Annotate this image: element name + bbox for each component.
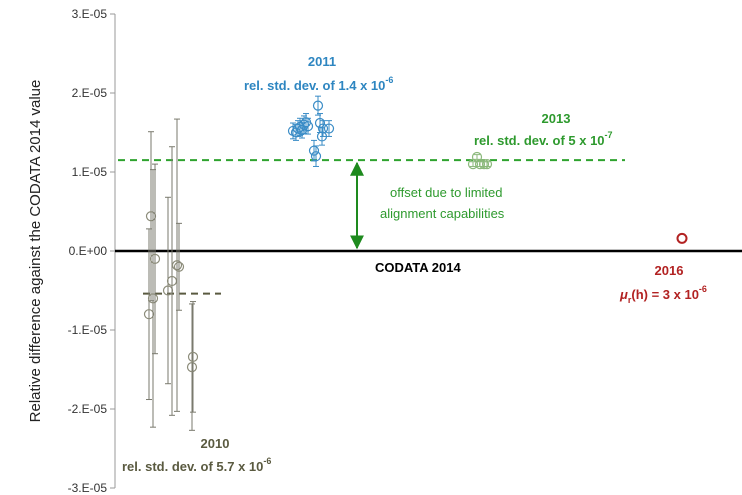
label-2013-year: 2013 [542, 111, 571, 126]
label-2010-body: rel. std. dev. of 5.7 x 10 [122, 459, 263, 474]
label-2016-mid: (h) = 3 x 10 [631, 287, 699, 302]
label-2010-text: rel. std. dev. of 5.7 x 10-6 [122, 456, 271, 474]
label-2016-year: 2016 [655, 263, 684, 278]
data-point [481, 159, 493, 170]
label-2013-text: rel. std. dev. of 5 x 10-7 [474, 130, 613, 148]
label-2016-sub: r [628, 295, 632, 305]
data-point [323, 123, 335, 134]
data-point [173, 261, 185, 272]
label-2010-exp: -6 [263, 456, 271, 466]
label-2016-text: μr(h) = 3 x 10-6 [619, 284, 707, 305]
series-2011 [287, 95, 335, 167]
data-point [317, 123, 329, 134]
y-tick-label: 1.E-05 [72, 165, 108, 179]
data-point [187, 351, 199, 362]
data-point [149, 253, 161, 264]
offset-annotation-line2: alignment capabilities [380, 206, 505, 221]
y-tick-label: -1.E-05 [68, 323, 108, 337]
label-2013-body: rel. std. dev. of 5 x 10 [474, 133, 605, 148]
data-point [302, 121, 314, 132]
y-tick-label: -2.E-05 [68, 402, 108, 416]
label-2011-year: 2011 [308, 54, 336, 69]
label-2011-exp: -6 [385, 75, 393, 85]
y-axis-label: Relative difference against the CODATA 2… [27, 80, 44, 423]
data-point [676, 232, 688, 244]
data-point [147, 293, 159, 304]
data-point [310, 151, 322, 162]
data-point [186, 362, 198, 373]
label-2010-year: 2010 [201, 436, 230, 451]
y-tick-label: 0.E+00 [69, 244, 108, 258]
y-tick-label: 2.E-05 [72, 86, 108, 100]
label-2016-exp: -6 [699, 284, 707, 294]
data-point [478, 159, 490, 170]
series-2010 [143, 118, 199, 431]
y-tick-group: 3.E-05 2.E-05 1.E-05 0.E+00 -1.E-05 -2.E-05 -3… [68, 7, 115, 495]
series-2013 [467, 151, 493, 170]
y-tick-label: 3.E-05 [72, 7, 108, 21]
offset-annotation-line1: offset due to limited [390, 185, 503, 200]
label-2013-exp: -7 [605, 130, 613, 140]
data-point [171, 260, 183, 271]
data-point [312, 100, 324, 111]
label-2011-body: rel. std. dev. of 1.4 x 10 [244, 78, 385, 93]
label-2016-mu: μ [619, 287, 628, 302]
label-2011-text: rel. std. dev. of 1.4 x 10-6 [244, 75, 393, 93]
codata-2014-label: CODATA 2014 [375, 260, 461, 275]
y-tick-label: -3.E-05 [68, 481, 108, 495]
series-2016 [676, 232, 688, 244]
